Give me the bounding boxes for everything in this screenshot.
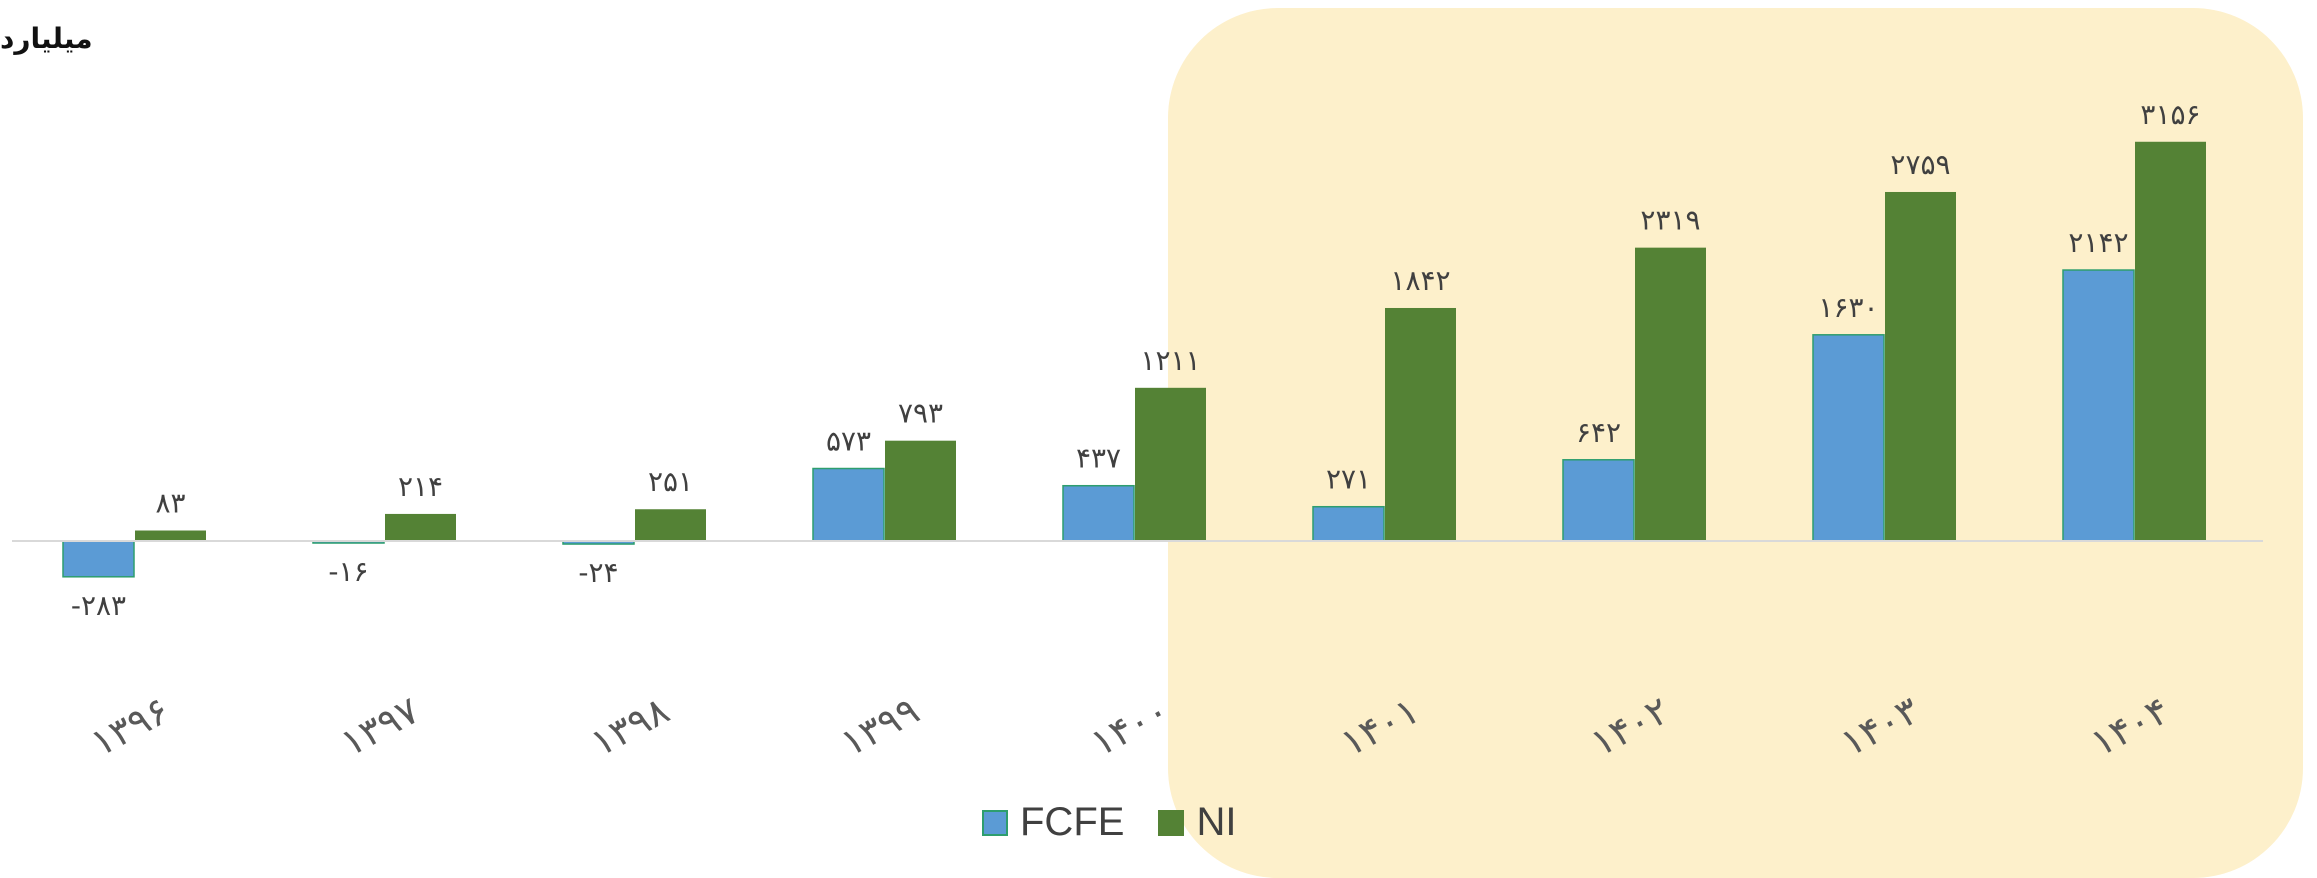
bar-fcfe-6 (1562, 459, 1635, 542)
bar-fcfe-0 (62, 540, 135, 578)
value-label-ni-1: ۲۱۴ (398, 470, 443, 503)
bars-group (62, 141, 2206, 578)
bar-fcfe-8 (2062, 269, 2135, 542)
x-tick-label-2: ۱۳۹۸ (584, 688, 677, 765)
legend-label-fcfe: FCFE (1020, 800, 1125, 844)
unit-label: میلیارد (0, 22, 93, 55)
forecast-highlight-region (1168, 8, 2303, 878)
bar-ni-4 (1135, 387, 1206, 541)
legend-item-ni: NI (1158, 800, 1236, 845)
bar-fcfe-5 (1312, 505, 1385, 542)
legend-label-ni: NI (1196, 800, 1237, 844)
value-label-fcfe-2: -۲۴ (578, 556, 618, 589)
x-tick-label-1: ۱۳۹۷ (334, 688, 427, 765)
bar-ni-3 (885, 440, 956, 541)
legend-swatch-fcfe (982, 809, 1008, 836)
value-label-ni-4: ۱۲۱۱ (1140, 344, 1200, 377)
value-labels-group: -۲۸۳ ۸۳ -۱۶ ۲۱۴ -۲۴ ۲۵۱ ۵۷۳ ۷۹۳ ۴۳۷ ۱۲۱۱ ۲۷۱ ۱۸۴۲ ۶۴… (71, 98, 2201, 622)
bar-ni-6 (1635, 247, 1706, 542)
value-label-ni-0: ۸۳ (155, 487, 185, 520)
legend-item-fcfe: FCFE (982, 800, 1124, 845)
bar-ni-0 (135, 530, 206, 541)
legend-swatch-ni (1158, 809, 1185, 836)
bar-ni-2 (635, 509, 706, 541)
value-label-fcfe-1: -۱۶ (328, 555, 368, 588)
value-label-fcfe-7: ۱۶۳۰ (1818, 291, 1878, 324)
value-label-fcfe-4: ۴۳۷ (1076, 442, 1121, 475)
bar-fcfe-7 (1812, 334, 1885, 542)
bar-fcfe-4 (1062, 484, 1135, 542)
x-tick-label-0: ۱۳۹۶ (84, 688, 177, 765)
value-label-ni-2: ۲۵۱ (648, 465, 693, 498)
legend: FCFE NI (982, 800, 1270, 845)
value-label-ni-8: ۳۱۵۶ (2140, 98, 2200, 131)
bar-ni-5 (1385, 307, 1456, 541)
bar-fcfe-3 (812, 467, 885, 542)
value-label-ni-5: ۱۸۴۲ (1390, 264, 1450, 297)
bar-ni-7 (1885, 191, 1956, 541)
value-label-ni-7: ۲۷۵۹ (1890, 148, 1950, 181)
value-label-ni-3: ۷۹۳ (898, 397, 943, 430)
x-tick-label-4: ۱۴۰۰ (1084, 688, 1177, 765)
value-label-fcfe-8: ۲۱۴۲ (2068, 226, 2128, 259)
value-label-fcfe-6: ۶۴۲ (1576, 416, 1621, 449)
bar-ni-1 (385, 513, 456, 541)
x-tick-label-3: ۱۳۹۹ (834, 688, 927, 765)
value-label-ni-6: ۲۳۱۹ (1640, 204, 1700, 237)
value-label-fcfe-3: ۵۷۳ (826, 425, 871, 458)
value-label-fcfe-0: -۲۸۳ (71, 589, 126, 622)
value-label-fcfe-5: ۲۷۱ (1326, 463, 1371, 496)
bar-ni-8 (2135, 141, 2206, 542)
